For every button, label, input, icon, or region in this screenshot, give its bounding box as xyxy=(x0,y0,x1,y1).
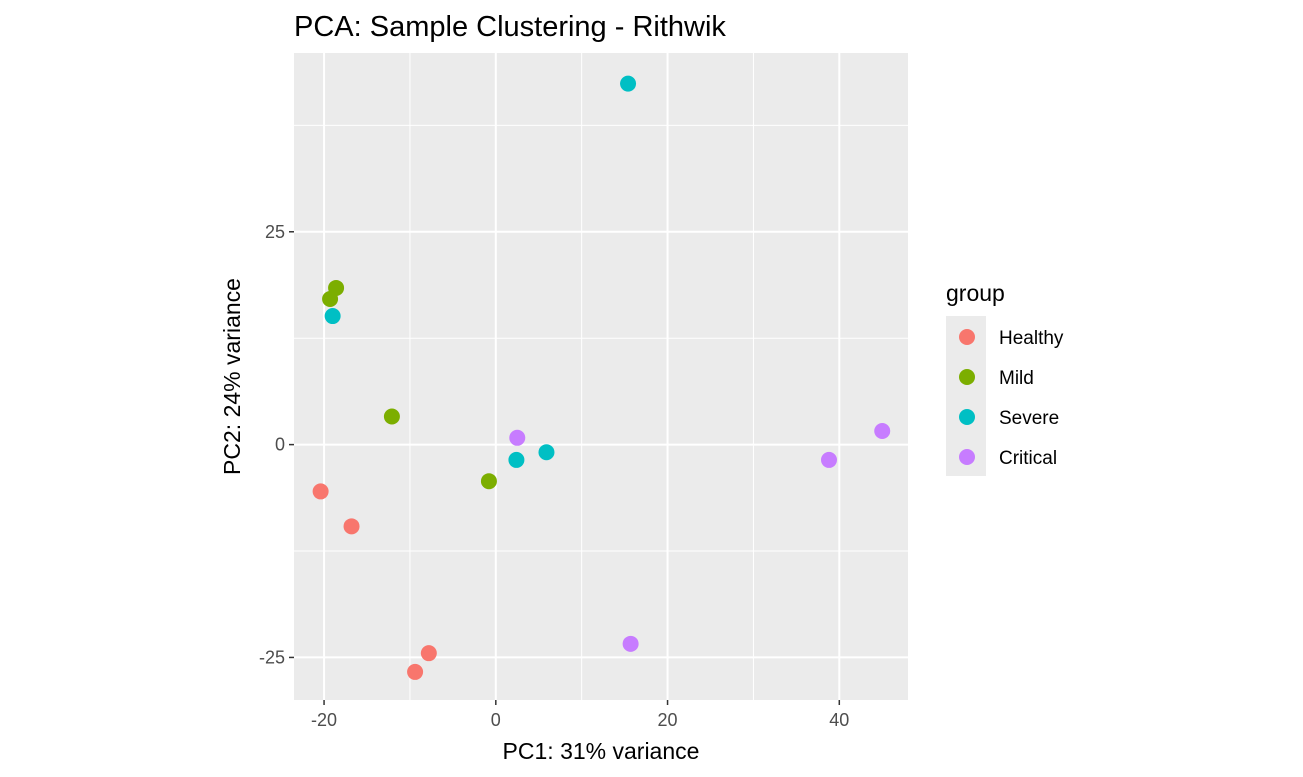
point-severe xyxy=(324,308,341,325)
x-tick-label: 0 xyxy=(491,710,501,730)
x-tick-label: -20 xyxy=(311,710,337,730)
legend-title: group xyxy=(946,280,1005,306)
x-axis-title: PC1: 31% variance xyxy=(503,738,700,764)
point-healthy xyxy=(312,483,329,500)
legend-label-mild: Mild xyxy=(999,368,1034,389)
legend-key-mild xyxy=(959,369,975,385)
x-tick-label: 40 xyxy=(829,710,849,730)
x-tick-label: 20 xyxy=(658,710,678,730)
legend: group Healthy Mild Severe Critical xyxy=(946,280,1064,476)
y-tick-label: 25 xyxy=(265,222,285,242)
point-severe xyxy=(620,75,637,92)
point-healthy xyxy=(407,663,424,680)
point-critical xyxy=(820,451,837,468)
point-mild xyxy=(383,408,400,425)
point-critical xyxy=(509,429,526,446)
axis-ticks xyxy=(289,231,841,705)
legend-label-severe: Severe xyxy=(999,408,1059,429)
tick-labels: -20 0 20 40 -25 0 25 xyxy=(259,222,849,730)
legend-key-severe xyxy=(959,409,975,425)
legend-label-healthy: Healthy xyxy=(999,328,1064,349)
data-points xyxy=(312,75,891,680)
y-axis-title: PC2: 24% variance xyxy=(219,278,245,475)
point-healthy xyxy=(420,645,437,662)
point-severe xyxy=(538,444,555,461)
plot-panel xyxy=(294,53,908,700)
point-mild xyxy=(328,279,345,296)
y-tick-label: 0 xyxy=(275,435,285,455)
chart-title: PCA: Sample Clustering - Rithwik xyxy=(294,11,726,43)
legend-key-critical xyxy=(959,449,975,465)
y-tick-label: -25 xyxy=(259,647,285,667)
legend-key-healthy xyxy=(959,329,975,345)
point-critical xyxy=(622,635,639,652)
legend-label-critical: Critical xyxy=(999,448,1057,469)
minor-gridlines xyxy=(294,53,908,700)
major-gridlines xyxy=(294,53,908,700)
point-healthy xyxy=(343,518,360,535)
point-severe xyxy=(508,451,525,468)
point-critical xyxy=(874,422,891,439)
point-mild xyxy=(480,473,497,490)
